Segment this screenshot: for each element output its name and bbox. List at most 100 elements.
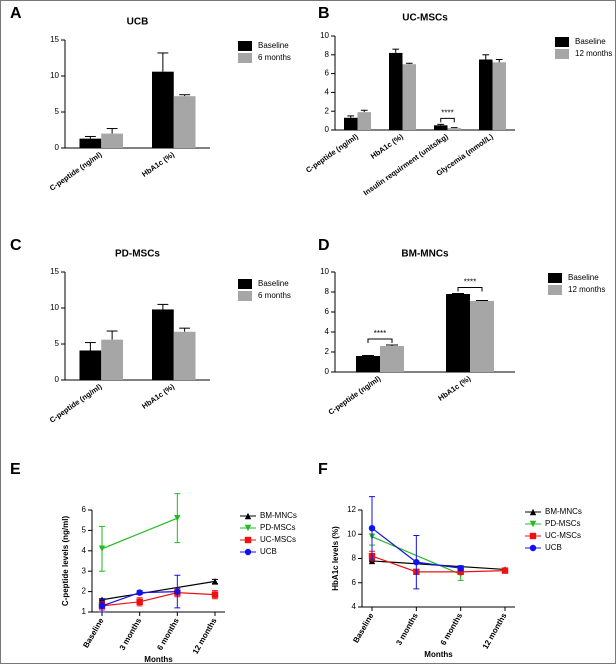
chart-title: BM-MNCs [401,249,449,260]
bar [357,112,371,130]
y-tick-label: 4 [352,602,357,611]
y-tick-label: 10 [320,267,329,276]
chart-title: UCB [127,17,149,28]
y-tick-label: 5 [82,526,87,535]
panel-label: B [318,5,330,22]
legend-label: 6 months [258,291,291,300]
series-line [101,580,216,601]
point [457,568,464,576]
legend-swatch [555,37,569,47]
legend-label: 12 months [575,49,612,58]
legend-marker [529,520,537,528]
y-tick-label: 8 [325,50,330,59]
bar [152,309,174,380]
legend-label: 6 months [258,53,291,62]
y-tick-label: 10 [50,71,59,80]
legend-swatch [548,273,562,283]
legend-label: Baseline [258,279,289,288]
legend-label: Baseline [568,273,599,282]
legend-label: UCB [545,543,562,552]
legend-marker [529,544,537,552]
y-tick-label: 6 [325,69,330,78]
bar [79,350,102,380]
y-tick-label: 0 [325,367,330,376]
y-tick-label: 15 [50,267,59,276]
chart-title: UC-MSCs [402,13,448,24]
point [211,578,219,585]
y-tick-label: 6 [325,307,330,316]
bar [173,96,196,148]
y-axis-title: C-peptide levels (ng/ml) [61,516,70,607]
y-tick-label: 1 [82,607,87,616]
legend-swatch [238,41,252,51]
y-tick-label: 4 [325,327,330,336]
bar [402,64,416,130]
point [501,567,509,574]
legend-marker [244,524,252,532]
legend-label: PD-MSCs [545,519,581,528]
legend-swatch [238,279,252,289]
y-tick-label: 10 [50,303,59,312]
point [98,602,106,610]
panel-label: C [10,237,22,254]
bar [479,59,493,130]
legend-label: UC-MSCs [260,535,296,544]
bar [470,301,494,372]
y-tick-label: 15 [50,35,59,44]
y-tick-label: 4 [325,88,330,97]
bar [173,331,196,380]
x-axis-title: Months [144,655,173,664]
legend-label: UCB [260,547,277,556]
y-tick-label: 10 [347,529,356,538]
y-tick-label: 6 [352,578,357,587]
bar [492,62,506,130]
bar [101,339,123,380]
panel-label: F [318,461,328,478]
series-line [101,517,178,550]
legend-swatch [555,49,569,59]
legend-label: UC-MSCs [545,531,581,540]
y-tick-label: 12 [347,505,356,514]
legend-label: 12 months [568,285,605,294]
bar [344,117,358,130]
bar [389,52,403,130]
annotation: **** [374,329,386,338]
annotation: **** [441,108,453,117]
legend-marker [529,532,537,540]
legend-label: BM-MNCs [260,511,297,520]
point [174,514,181,522]
legend-marker [244,548,252,556]
point [211,591,219,598]
legend-label: BM-MNCs [545,507,582,516]
y-tick-label: 5 [55,107,60,116]
panel-label: D [318,237,330,254]
annotation: **** [464,278,476,287]
significance-bracket [457,287,483,292]
y-tick-label: 0 [55,143,60,152]
y-axis-title: HbA1c levels (%) [331,526,340,591]
legend-swatch [548,285,562,295]
y-tick-label: 2 [82,587,87,596]
point [174,588,181,595]
legend-label: PD-MSCs [260,523,296,532]
y-tick-label: 4 [82,546,87,555]
legend-marker [244,512,252,520]
legend-label: Baseline [575,37,606,46]
y-tick-label: 6 [82,505,87,514]
point [368,524,376,532]
significance-bracket [367,338,393,343]
legend-label: Baseline [258,41,289,50]
bar [101,133,123,148]
y-tick-label: 0 [55,375,60,384]
panel-label: A [10,5,22,22]
y-tick-label: 8 [325,287,330,296]
y-tick-label: 2 [325,106,330,115]
point [136,589,143,596]
point [457,565,464,572]
point [98,545,106,552]
legend-marker [244,536,252,544]
bar [434,125,448,130]
series-line [371,555,506,573]
